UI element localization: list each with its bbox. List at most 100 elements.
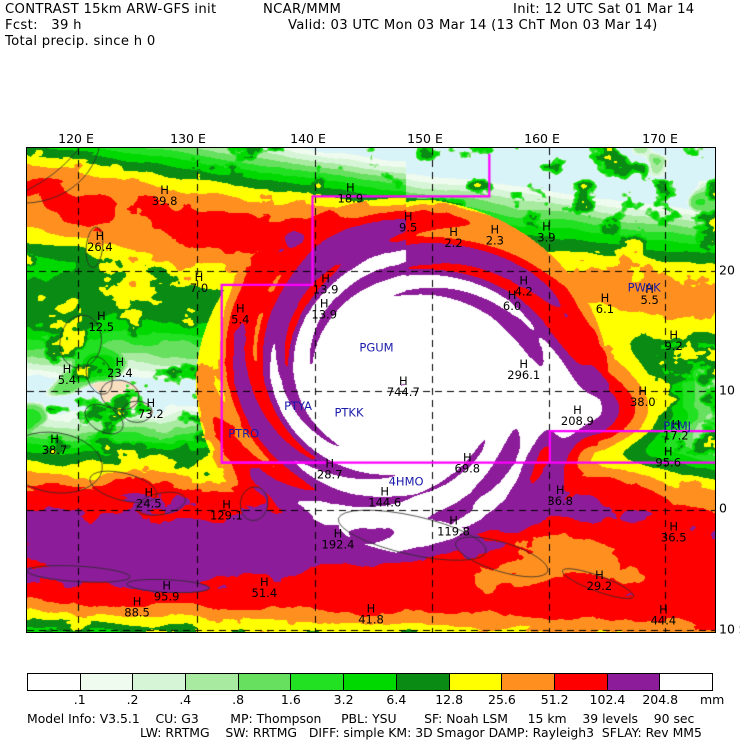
- y-axis-label-3: 10 S: [719, 621, 740, 637]
- max-marker-10: H: [97, 309, 106, 323]
- max-value-30: 24.5: [136, 496, 162, 510]
- precip-maximum: H6.0: [503, 288, 521, 313]
- precip-maximum: H7.0: [190, 270, 208, 295]
- max-marker-28: H: [664, 444, 673, 458]
- max-marker-39: H: [133, 594, 142, 608]
- y-axis-label-2: 0: [719, 500, 727, 516]
- header-field-name: Total precip. since h 0: [5, 34, 156, 49]
- precipitation-map[interactable]: H 39.8 H 18.9 H 9.5 H 2.2 H 2.3 H 3.9 H 26.4 H 7.0 H 13.9…: [26, 147, 716, 633]
- max-value-19: 73.2: [138, 407, 164, 421]
- colorbar-tick-10: 102.4: [589, 692, 626, 707]
- max-value-10: 12.5: [88, 320, 114, 334]
- max-value-21: 296.1: [507, 368, 540, 382]
- max-value-26: 28.7: [317, 467, 343, 481]
- max-value-14: 6.1: [596, 302, 614, 316]
- model-info-line-1: Model Info: V3.5.1 CU: G3 MP: Thompson P…: [27, 711, 695, 726]
- header-valid-time: Valid: 03 UTC Mon 03 Mar 14 (13 ChT Mon …: [288, 18, 658, 33]
- max-value-13: 6.0: [503, 299, 521, 313]
- precip-maximum: H5.4: [58, 362, 76, 387]
- station-label-PTKK: PTKK: [334, 406, 364, 420]
- precip-maximum: H95.6: [655, 444, 681, 469]
- max-value-12: 13.9: [311, 308, 337, 322]
- max-value-38: 29.2: [587, 579, 613, 593]
- max-marker-31: H: [222, 498, 231, 512]
- max-marker-41: H: [659, 603, 668, 617]
- colorbar-tick-11: 204.8: [642, 692, 679, 707]
- colorbar-tick-5: 3.2: [333, 692, 354, 707]
- station-label-PTYA: PTYA: [284, 399, 312, 413]
- max-marker-32: H: [380, 485, 389, 499]
- max-value-7: 7.0: [190, 281, 208, 295]
- precip-maximum: H17.2: [663, 418, 689, 443]
- max-marker-40: H: [367, 602, 376, 616]
- precip-maximum: H24.5: [136, 485, 162, 510]
- precip-maximum: H26.4: [87, 229, 113, 254]
- precip-maximum: H29.2: [587, 568, 613, 593]
- precip-maximum: H41.8: [358, 602, 384, 627]
- max-value-29: 36.8: [547, 494, 573, 508]
- colorbar-tick-6: 6.4: [386, 692, 407, 707]
- max-marker-7: H: [195, 270, 204, 284]
- max-value-1: 18.9: [338, 192, 364, 206]
- max-marker-26: H: [325, 456, 334, 470]
- max-marker-14: H: [601, 291, 610, 305]
- header-block: CONTRAST 15km ARW-GFS init NCAR/MMM Init…: [0, 0, 740, 50]
- max-marker-24: H: [671, 418, 680, 432]
- colorbar-cell-8: [449, 674, 503, 690]
- x-axis-label-5: 170 E: [642, 131, 678, 146]
- header-title: CONTRAST 15km ARW-GFS init: [5, 2, 217, 17]
- max-value-24: 17.2: [663, 429, 689, 443]
- max-marker-0: H: [160, 183, 169, 197]
- max-marker-21: H: [519, 357, 528, 371]
- precip-maximum: H6.1: [596, 291, 614, 316]
- x-axis-label-0: 120 E: [58, 131, 94, 146]
- max-marker-18: H: [116, 355, 125, 369]
- colorbar-tick-2: .4: [179, 692, 192, 707]
- max-value-4: 2.3: [486, 234, 504, 248]
- max-value-17: 5.4: [58, 373, 76, 387]
- max-value-8: 13.9: [313, 283, 339, 297]
- precip-maximum: H18.9: [338, 181, 364, 206]
- max-value-25: 38.7: [42, 443, 68, 457]
- colorbar-cell-7: [396, 674, 450, 690]
- colorbar-cell-11: [607, 674, 661, 690]
- colorbar-cell-4: [238, 674, 292, 690]
- max-marker-29: H: [556, 483, 565, 497]
- colorbar-tick-4: 1.6: [280, 692, 301, 707]
- colorbar-cell-5: [291, 674, 345, 690]
- x-axis-label-2: 140 E: [290, 131, 326, 146]
- max-value-16: 9.2: [665, 339, 683, 353]
- station-label-PWAK: PWAK: [628, 280, 662, 294]
- max-value-34: 192.4: [322, 538, 355, 552]
- max-marker-23: H: [573, 403, 582, 417]
- precip-maximum: H36.5: [661, 519, 687, 544]
- max-marker-20: H: [399, 374, 408, 388]
- station-label-PKMJ: PKMJ: [663, 419, 691, 433]
- max-value-6: 26.4: [87, 240, 113, 254]
- model-info-line-2: LW: RRTMG SW: RRTMG DIFF: simple KM: 3D …: [140, 725, 702, 740]
- max-marker-8: H: [321, 272, 330, 286]
- precip-maximum: H73.2: [138, 396, 164, 421]
- max-value-9: 4.2: [515, 284, 533, 298]
- x-axis-label-3: 150 E: [407, 131, 443, 146]
- max-value-22: 38.0: [630, 395, 656, 409]
- precip-maximum: H4.2: [515, 273, 533, 298]
- map-raster: [27, 148, 715, 632]
- max-marker-16: H: [669, 328, 678, 342]
- max-value-28: 95.6: [655, 455, 681, 469]
- station-label-PTRO: PTRO: [228, 426, 259, 440]
- precip-maximum: H9.2: [665, 328, 683, 353]
- max-marker-9: H: [519, 273, 528, 287]
- precip-maximum: H2.2: [444, 225, 462, 250]
- colorbar-cell-1: [80, 674, 134, 690]
- max-marker-34: H: [334, 527, 343, 541]
- colorbar-unit-label: mm: [700, 692, 725, 707]
- max-value-18: 23.4: [107, 366, 133, 380]
- max-value-33: 119.8: [437, 525, 470, 539]
- max-marker-22: H: [638, 384, 647, 398]
